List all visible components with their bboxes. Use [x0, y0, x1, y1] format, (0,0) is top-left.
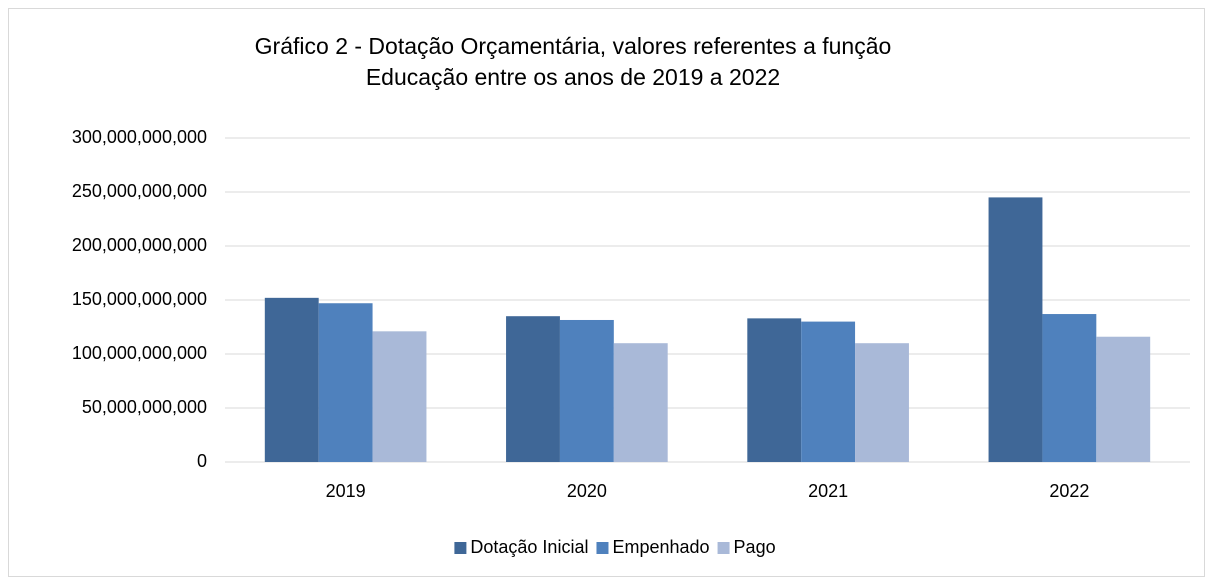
legend-swatch	[454, 542, 467, 554]
y-tick-label: 250,000,000,000	[72, 181, 207, 201]
legend-swatch	[596, 542, 609, 554]
y-tick-label: 150,000,000,000	[72, 289, 207, 309]
bar	[1096, 336, 1151, 462]
chart-title: Gráfico 2 - Dotação Orçamentária, valore…	[255, 33, 892, 59]
x-tick-label: 2021	[808, 481, 848, 501]
y-tick-label: 100,000,000,000	[72, 343, 207, 363]
y-tick-label: 0	[197, 451, 207, 471]
bar	[372, 331, 427, 462]
x-tick-label: 2019	[326, 481, 366, 501]
bar	[506, 316, 560, 462]
bar	[559, 319, 614, 462]
bar	[801, 321, 856, 462]
x-tick-label: 2022	[1049, 481, 1089, 501]
y-tick-label: 300,000,000,000	[72, 127, 207, 147]
bar	[855, 343, 909, 462]
bar	[318, 303, 373, 462]
bar	[1042, 314, 1097, 462]
chart-title: Educação entre os anos de 2019 a 2022	[366, 64, 780, 90]
legend-swatch	[717, 542, 730, 554]
legend-label: Empenhado	[612, 537, 709, 557]
y-tick-label: 200,000,000,000	[72, 235, 207, 255]
legend-label: Pago	[734, 537, 776, 557]
bar	[264, 297, 319, 462]
legend-label: Dotação Inicial	[470, 537, 588, 557]
bar	[613, 343, 668, 462]
bar	[747, 318, 802, 462]
bar	[988, 197, 1043, 462]
x-tick-label: 2020	[567, 481, 607, 501]
y-tick-label: 50,000,000,000	[82, 397, 207, 417]
